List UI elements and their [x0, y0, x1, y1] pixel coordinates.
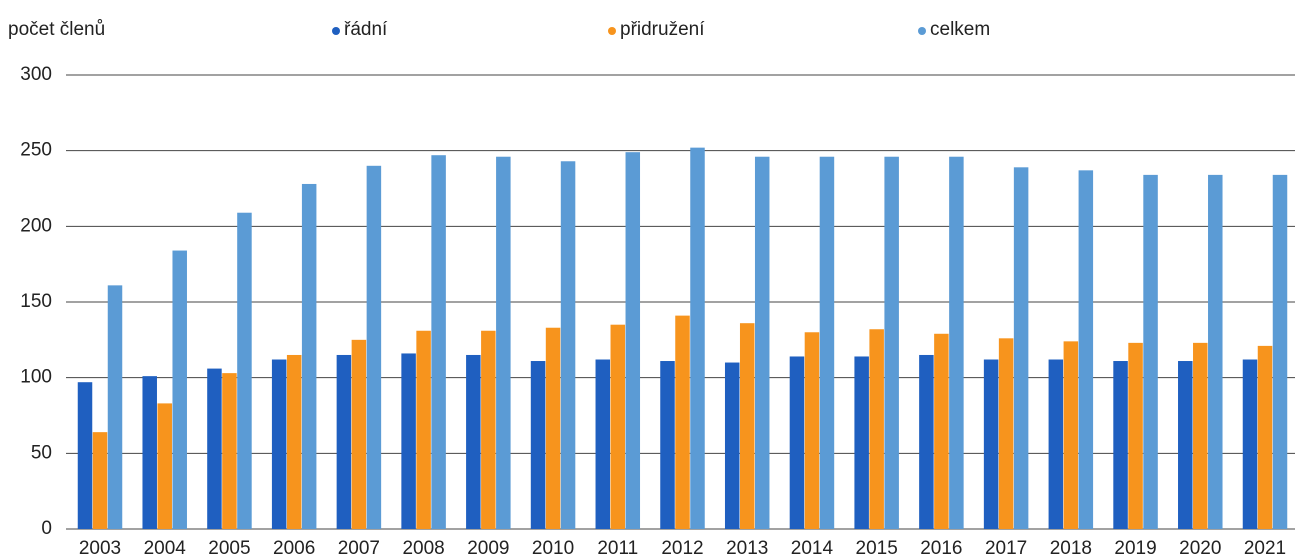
x-tick-label: 2018 [1050, 538, 1092, 559]
x-tick-label: 2005 [208, 538, 250, 559]
y-tick-label: 100 [20, 367, 52, 388]
x-tick-label: 2020 [1179, 538, 1221, 559]
x-tick-label: 2012 [661, 538, 703, 559]
bar [142, 376, 157, 529]
bar [660, 361, 675, 529]
bar [1272, 174, 1288, 529]
bar [1063, 341, 1079, 529]
bar [983, 359, 999, 529]
bar [804, 332, 820, 529]
bar [172, 250, 187, 529]
bar [1128, 342, 1143, 529]
bar [1208, 174, 1223, 529]
x-tick-label: 2011 [597, 538, 638, 559]
bar [496, 156, 511, 529]
bar [1257, 345, 1273, 529]
bar [884, 156, 899, 529]
bar [854, 356, 869, 529]
bar [595, 359, 611, 529]
bar [1113, 361, 1128, 529]
bar [222, 373, 237, 529]
bar [92, 432, 108, 529]
legend-label: přidružení [620, 19, 705, 40]
bar [530, 361, 546, 529]
bar [466, 354, 481, 529]
bar [1048, 359, 1064, 529]
bar [789, 356, 805, 529]
y-axis-label: počet členů [8, 19, 105, 40]
x-tick-label: 2003 [79, 538, 121, 559]
bar [77, 382, 93, 529]
legend-marker [332, 27, 340, 35]
y-tick-label: 0 [41, 518, 52, 539]
bar [1178, 361, 1193, 529]
bar [675, 315, 690, 529]
x-tick-label: 2019 [1114, 538, 1156, 559]
bar [431, 155, 446, 529]
bar [237, 212, 252, 530]
legend-marker [608, 27, 616, 35]
y-tick-label: 250 [20, 140, 52, 161]
legend-marker [918, 27, 926, 35]
bar [869, 329, 884, 529]
bar [107, 285, 123, 529]
bar [919, 354, 934, 529]
x-tick-label: 2014 [791, 538, 834, 559]
bar [207, 368, 222, 529]
bar [754, 156, 770, 529]
bar [271, 359, 287, 529]
legend-label: řádní [344, 19, 388, 40]
bar [1013, 167, 1029, 529]
bar [625, 152, 641, 529]
x-tick-label: 2017 [985, 538, 1027, 559]
legend-label: celkem [930, 19, 990, 40]
y-tick-label: 50 [31, 442, 52, 463]
bar [998, 338, 1014, 529]
bar [610, 324, 626, 529]
y-tick-label: 150 [20, 291, 52, 312]
bar [545, 327, 561, 529]
bar [401, 353, 416, 529]
bar [157, 403, 172, 529]
bar [1193, 342, 1208, 529]
y-tick-label: 300 [20, 64, 52, 85]
bar [1078, 170, 1094, 529]
x-tick-label: 2009 [467, 538, 509, 559]
bar [336, 354, 352, 529]
bar [1242, 359, 1258, 529]
bar [416, 330, 431, 529]
x-tick-label: 2008 [402, 538, 444, 559]
bar [724, 362, 740, 529]
bar [481, 330, 496, 529]
x-tick-label: 2010 [532, 538, 574, 559]
x-tick-label: 2016 [920, 538, 962, 559]
x-tick-label: 2015 [856, 538, 898, 559]
bar [819, 156, 835, 529]
bar [366, 165, 382, 530]
bar [934, 333, 949, 529]
y-tick-label: 200 [20, 215, 52, 236]
bar [351, 339, 367, 529]
bar [949, 156, 964, 529]
bar [301, 183, 317, 529]
bar [690, 147, 705, 529]
bar [1143, 174, 1158, 529]
x-tick-label: 2021 [1244, 538, 1286, 559]
x-tick-label: 2007 [338, 538, 380, 559]
bar [560, 161, 576, 529]
bar [286, 354, 302, 529]
x-tick-label: 2013 [726, 538, 768, 559]
x-tick-label: 2004 [144, 538, 187, 559]
x-tick-label: 2006 [273, 538, 315, 559]
bar [739, 323, 755, 529]
